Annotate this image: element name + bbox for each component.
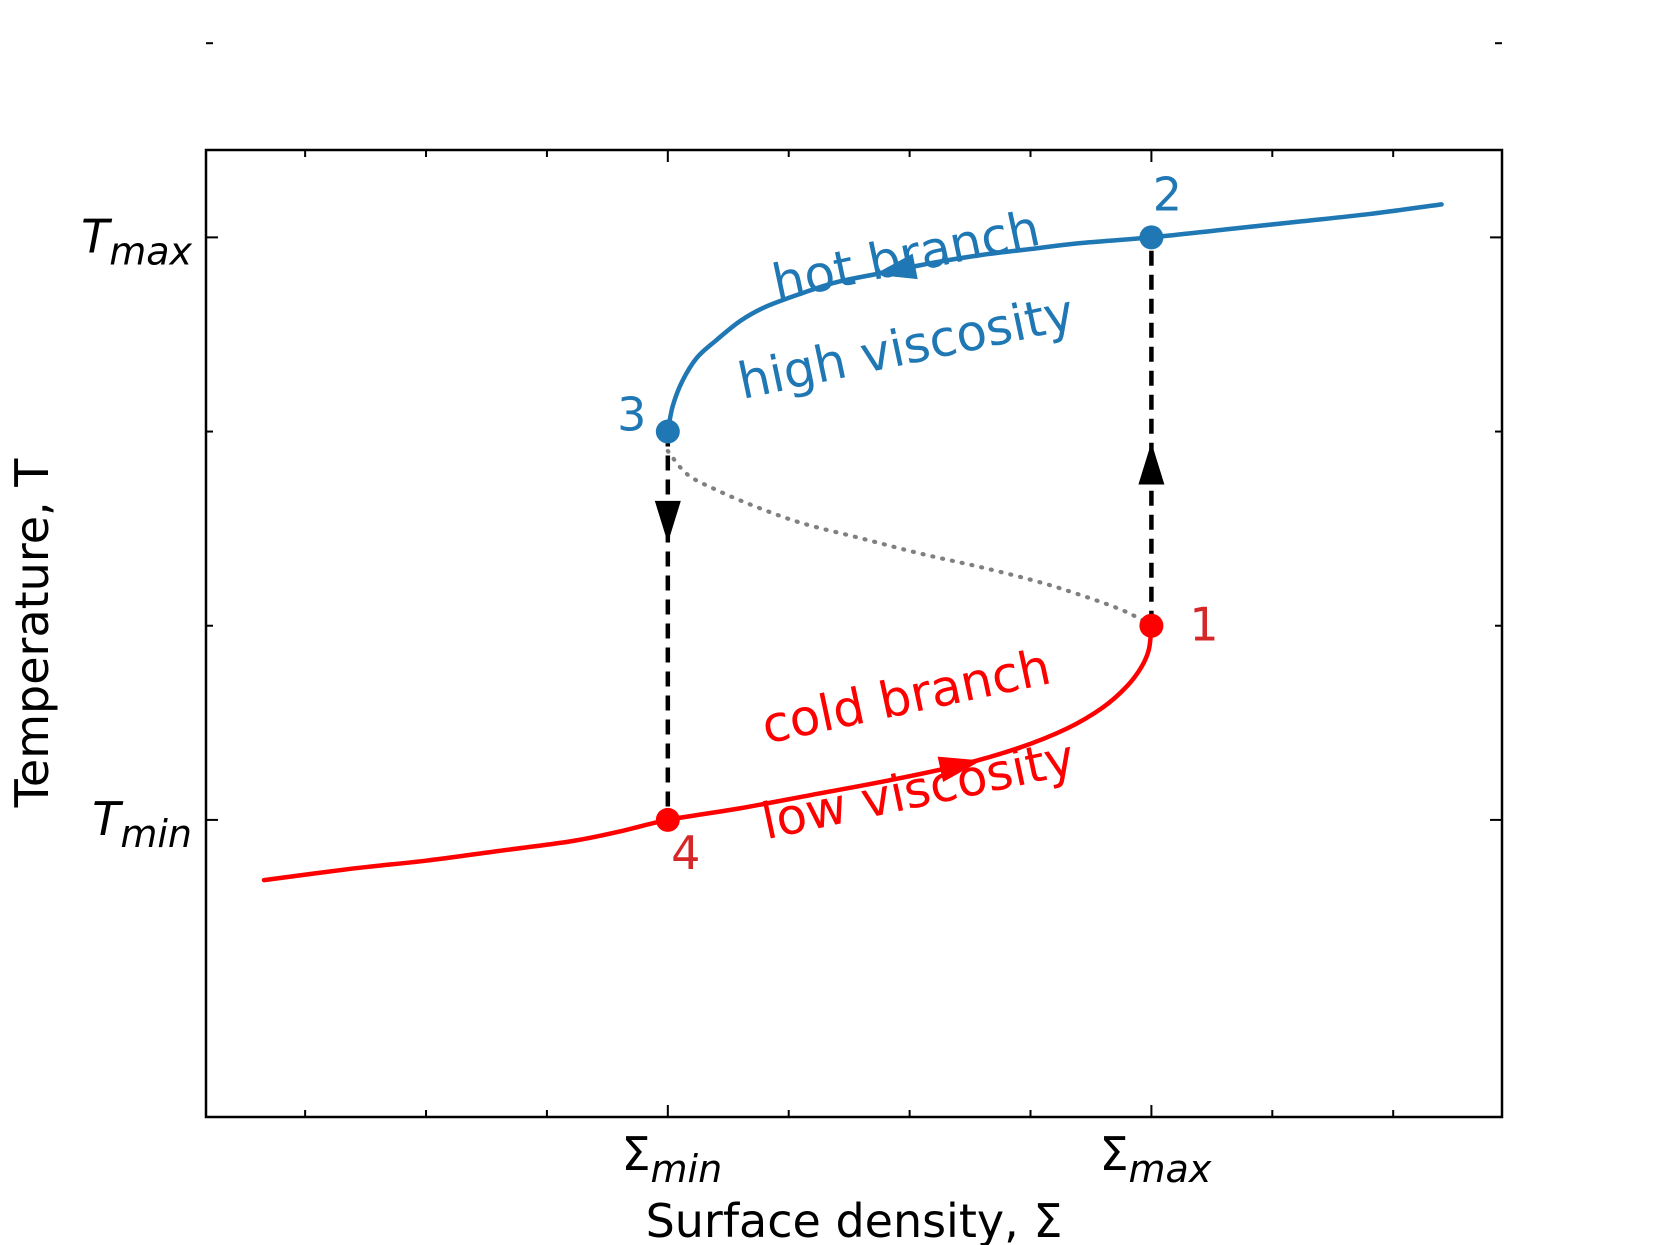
point-1-marker — [1139, 613, 1164, 638]
plot-frame — [204, 148, 1504, 1119]
x-tick-label-max-base: Σ — [1099, 1127, 1128, 1181]
cold-branch-direction-arrow — [937, 756, 982, 783]
point-1-label: 1 — [1189, 598, 1218, 652]
point-4-marker — [655, 807, 680, 832]
annotation-cold-branch: cold branch — [757, 638, 1056, 756]
unstable-branch-curve — [665, 448, 1154, 628]
point-3-marker — [655, 419, 680, 444]
point-2-marker — [1139, 225, 1164, 250]
y-tick-label-min: Tmin — [92, 792, 192, 856]
cold-branch-curve — [261, 623, 1154, 883]
point-2-label: 2 — [1153, 167, 1182, 221]
x-tick-label-min: Σmin — [621, 1127, 722, 1191]
point-3-label: 3 — [617, 388, 646, 442]
x-axis-label: Surface density, Σ — [646, 1194, 1063, 1245]
y-tick-label-max-subscript: max — [109, 229, 192, 273]
y-tick-label-min-base: T — [92, 792, 124, 846]
point-4-label: 4 — [671, 826, 700, 880]
x-tick-label-min-subscript: min — [651, 1147, 723, 1191]
heating-transition-arrow — [1138, 442, 1165, 485]
x-tick-label-max-subscript: max — [1129, 1147, 1212, 1191]
y-tick-label-min-subscript: min — [120, 812, 192, 856]
y-axis-label: Temperature, T — [5, 458, 59, 809]
y-tick-label-max: Tmax — [81, 209, 192, 273]
x-tick-label-max: Σmax — [1099, 1127, 1211, 1191]
y-tick-label-max-base: T — [81, 209, 113, 263]
x-tick-label-min-base: Σ — [621, 1127, 650, 1181]
hot-branch-direction-arrow — [873, 253, 918, 280]
cooling-transition-arrow — [654, 500, 681, 543]
annotation-hot-branch: hot branch — [767, 199, 1045, 312]
